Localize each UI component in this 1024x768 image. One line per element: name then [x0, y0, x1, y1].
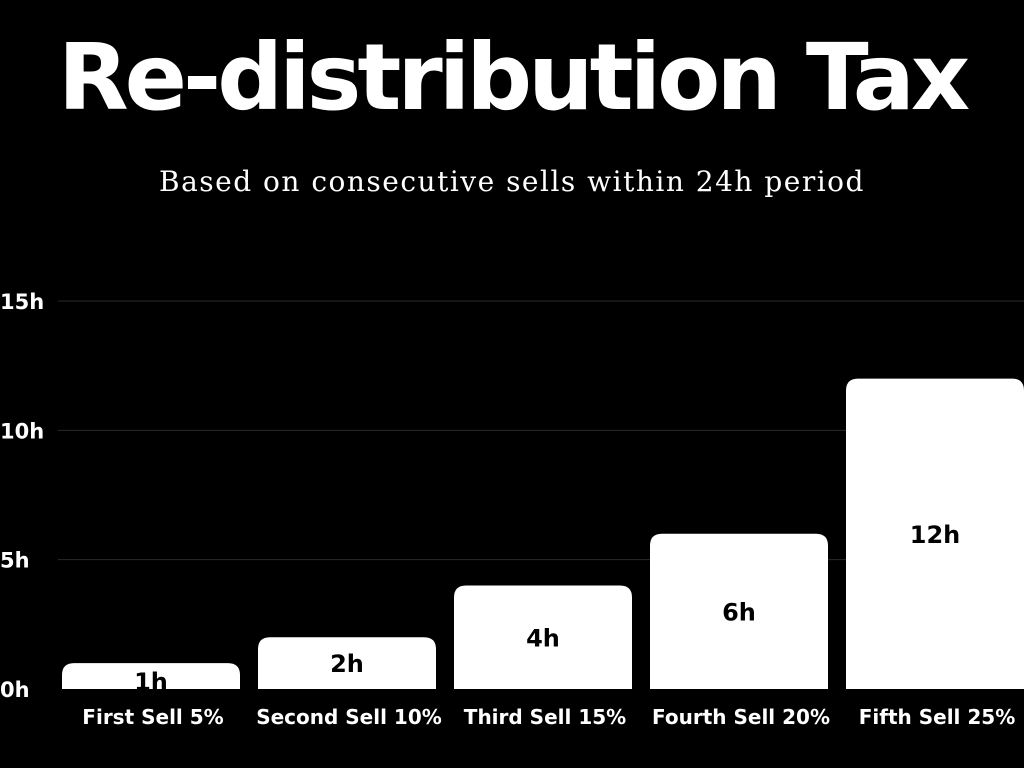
bars: 1h 2h 4h 6h 12h	[62, 378, 1024, 696]
bar	[258, 637, 436, 689]
bar	[454, 585, 632, 689]
y-tick-label: 15h	[0, 290, 44, 314]
x-category-label: Second Sell 10%	[256, 705, 442, 729]
chart-subtitle: Based on consecutive sells within 24h pe…	[159, 165, 865, 198]
bar-value-label: 1h	[134, 668, 168, 696]
x-category-label: Fourth Sell 20%	[652, 705, 830, 729]
bar	[62, 663, 240, 689]
bar	[846, 378, 1024, 689]
x-category-label: Third Sell 15%	[464, 705, 626, 729]
x-category-label: First Sell 5%	[82, 705, 223, 729]
x-axis-categories: First Sell 5% Second Sell 10% Third Sell 1…	[82, 705, 1015, 729]
bar	[650, 533, 828, 689]
y-tick-label: 10h	[0, 419, 44, 443]
chart-title: Re-distribution Tax	[57, 24, 970, 131]
bar-value-label: 12h	[910, 521, 960, 549]
y-tick-label: 0h	[0, 678, 30, 702]
y-tick-label: 5h	[0, 549, 30, 573]
x-category-label: Fifth Sell 25%	[859, 705, 1016, 729]
bar-value-label: 2h	[330, 650, 364, 678]
y-axis-ticks: 0h 5h 10h 15h	[0, 290, 44, 702]
bar-value-label: 4h	[526, 624, 560, 652]
bar-value-label: 6h	[722, 598, 756, 626]
